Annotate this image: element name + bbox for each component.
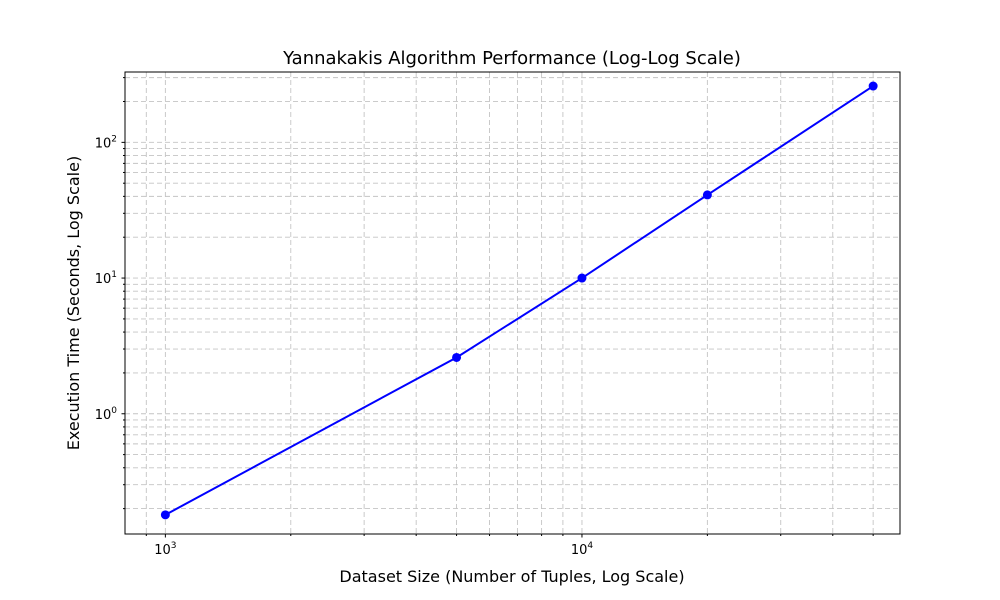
y-tick-base: 10 bbox=[95, 136, 112, 151]
y-tick-label: 102 bbox=[95, 134, 117, 151]
x-tick-base: 10 bbox=[571, 543, 588, 558]
y-tick-base: 10 bbox=[95, 408, 112, 423]
series-line bbox=[164, 85, 874, 516]
y-tick-label: 100 bbox=[95, 406, 118, 423]
x-tick-label: 104 bbox=[571, 541, 594, 558]
x-tick-exponent: 3 bbox=[171, 541, 177, 551]
data-point bbox=[577, 273, 587, 283]
y-axis-label: Execution Time (Seconds, Log Scale) bbox=[64, 156, 83, 450]
y-tick-label: 101 bbox=[95, 270, 117, 287]
data-point bbox=[160, 510, 170, 520]
x-axis-label: Dataset Size (Number of Tuples, Log Scal… bbox=[339, 567, 684, 586]
y-tick-exponent: 0 bbox=[111, 406, 117, 416]
y-tick-exponent: 1 bbox=[111, 270, 117, 280]
series-layer bbox=[160, 81, 878, 520]
y-tick-exponent: 2 bbox=[111, 134, 117, 144]
chart-title: Yannakakis Algorithm Performance (Log-Lo… bbox=[282, 48, 741, 69]
data-point bbox=[868, 81, 878, 91]
data-point bbox=[702, 190, 712, 200]
x-tick-base: 10 bbox=[154, 543, 171, 558]
x-tick-exponent: 4 bbox=[587, 541, 593, 551]
y-tick-base: 10 bbox=[95, 272, 112, 287]
plot-frame bbox=[124, 71, 901, 535]
grid bbox=[125, 72, 900, 534]
data-point bbox=[452, 352, 462, 362]
x-tick-label: 103 bbox=[154, 541, 176, 558]
